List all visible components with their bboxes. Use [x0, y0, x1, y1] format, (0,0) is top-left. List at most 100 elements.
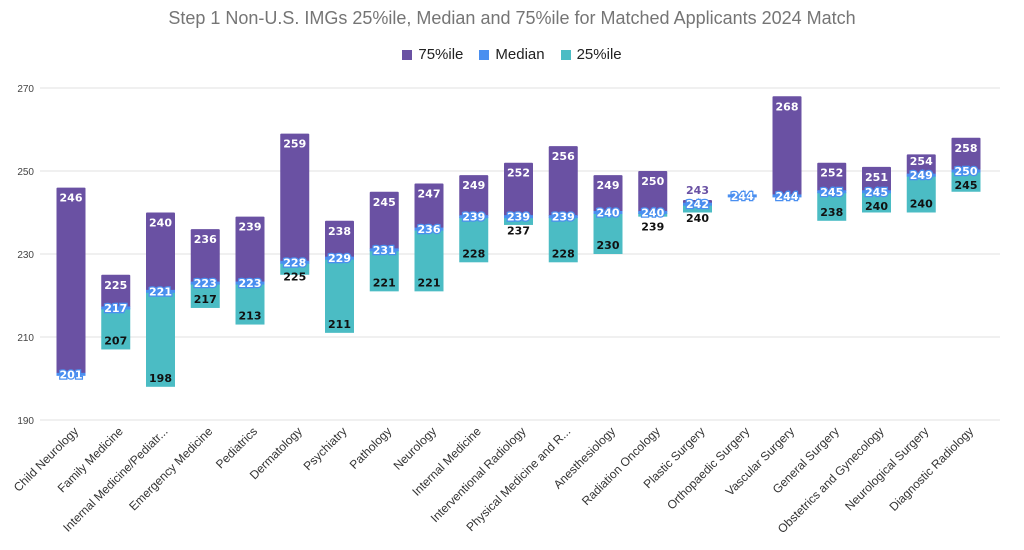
value-label-75: 268	[776, 100, 799, 113]
value-label-median: 201	[60, 368, 83, 381]
bar-25-segment	[548, 216, 578, 263]
value-label-median: 244	[731, 190, 754, 203]
bar-25-segment	[235, 283, 265, 325]
x-tick-label: Pathology	[347, 424, 395, 472]
value-label-25: 240	[865, 200, 888, 213]
bar-25-segment	[280, 262, 310, 275]
value-label-75: 249	[462, 179, 485, 192]
value-label-25: 230	[597, 239, 620, 252]
value-label-median: 240	[597, 207, 620, 220]
y-tick-label: 210	[17, 333, 34, 344]
bar-75-segment	[325, 220, 354, 259]
bar-25-segment	[906, 175, 936, 213]
value-label-25: 228	[462, 247, 485, 260]
bar-25-segment	[146, 291, 175, 387]
value-label-75: 252	[507, 167, 530, 180]
bar-median-marker	[727, 194, 757, 198]
value-label-median: 229	[328, 252, 351, 265]
x-tick-label: Emergency Medicine	[126, 424, 215, 513]
bar-75-segment	[593, 175, 623, 213]
bar-median-marker	[593, 211, 623, 214]
bar-median-marker	[817, 190, 847, 194]
x-tick-label: Psychiatry	[301, 424, 350, 473]
bar-75-segment	[56, 187, 86, 375]
value-label-25: 198	[149, 372, 172, 385]
value-label-median: 250	[955, 165, 978, 178]
bar-75-segment	[146, 212, 175, 292]
value-label-25: 211	[328, 318, 351, 331]
bar-median-marker	[414, 227, 444, 231]
bar-median-marker	[280, 260, 310, 264]
bar-median-marker	[638, 211, 668, 214]
bar-75-segment	[862, 166, 891, 192]
value-label-75: 252	[820, 167, 843, 180]
value-label-25: 245	[955, 179, 978, 192]
value-label-75: 236	[194, 233, 217, 246]
value-label-median: 239	[507, 211, 530, 224]
x-tick-label: Radiation Oncology	[579, 424, 663, 508]
value-label-75: 246	[60, 192, 83, 205]
bar-median-marker	[190, 281, 220, 285]
value-label-median: 240	[641, 207, 664, 220]
value-label-25: 238	[820, 206, 843, 219]
bar-25-segment	[683, 204, 712, 213]
bar-75-segment	[235, 216, 265, 284]
bar-25-segment	[414, 229, 444, 292]
legend-label-median: Median	[495, 46, 545, 63]
value-label-25: 225	[283, 270, 306, 283]
value-label-median: 221	[149, 285, 172, 298]
value-label-75: 254	[910, 155, 933, 168]
value-label-75: 247	[418, 187, 441, 200]
bar-median-marker	[548, 215, 578, 219]
y-tick-label: 270	[17, 84, 34, 95]
y-tick-label: 230	[17, 250, 34, 261]
value-label-median: 239	[552, 211, 575, 224]
value-label-median: 236	[418, 223, 441, 236]
value-label-25: 240	[910, 198, 933, 211]
value-label-75: 251	[865, 171, 888, 184]
bar-median-marker	[101, 306, 131, 310]
bar-median-marker	[56, 372, 86, 376]
value-label-median: 223	[239, 277, 262, 290]
bar-median-marker	[325, 256, 354, 260]
y-tick-label: 190	[17, 416, 34, 427]
bar-75-segment	[369, 191, 399, 250]
value-label-75: 250	[641, 175, 664, 188]
bar-25-segment	[593, 212, 623, 254]
x-tick-label: Orthopaedic Surgery	[664, 424, 752, 512]
bar-75-segment	[280, 133, 310, 263]
legend: 75%ile Median 25%ile	[0, 46, 1024, 63]
bar-75-segment	[504, 162, 533, 217]
bar-median-marker	[683, 202, 712, 206]
bar-75-segment	[459, 175, 489, 217]
bar-median-marker	[772, 194, 802, 198]
bar-25-segment	[951, 171, 981, 192]
legend-item-median: Median	[479, 46, 545, 63]
bar-75-segment	[906, 154, 936, 176]
value-label-75: 249	[597, 179, 620, 192]
bar-25-segment	[504, 216, 533, 225]
value-label-75: 225	[104, 279, 127, 292]
value-label-25: 237	[507, 225, 530, 238]
value-label-median: 217	[104, 302, 127, 315]
legend-label-75: 75%ile	[418, 46, 464, 63]
x-tick-label: Diagnostic Radiology	[887, 424, 977, 514]
bar-median-marker	[862, 190, 891, 194]
value-label-25: 239	[641, 221, 664, 234]
value-label-25: 217	[194, 293, 217, 306]
bar-75-segment	[414, 183, 444, 230]
value-label-median: 249	[910, 169, 933, 182]
bar-25-segment	[369, 249, 399, 292]
bar-25-segment	[190, 283, 220, 308]
value-label-median: 245	[865, 186, 888, 199]
value-label-75: 243	[686, 184, 709, 197]
bar-75-segment	[772, 96, 802, 196]
legend-item-25: 25%ile	[560, 46, 622, 63]
bar-median-marker	[235, 281, 265, 285]
value-label-25: 221	[373, 276, 396, 289]
x-tick-label: Pediatrics	[213, 424, 260, 471]
bar-25-segment	[325, 258, 354, 333]
value-label-25: 213	[239, 310, 262, 323]
value-label-75: 256	[552, 150, 575, 163]
